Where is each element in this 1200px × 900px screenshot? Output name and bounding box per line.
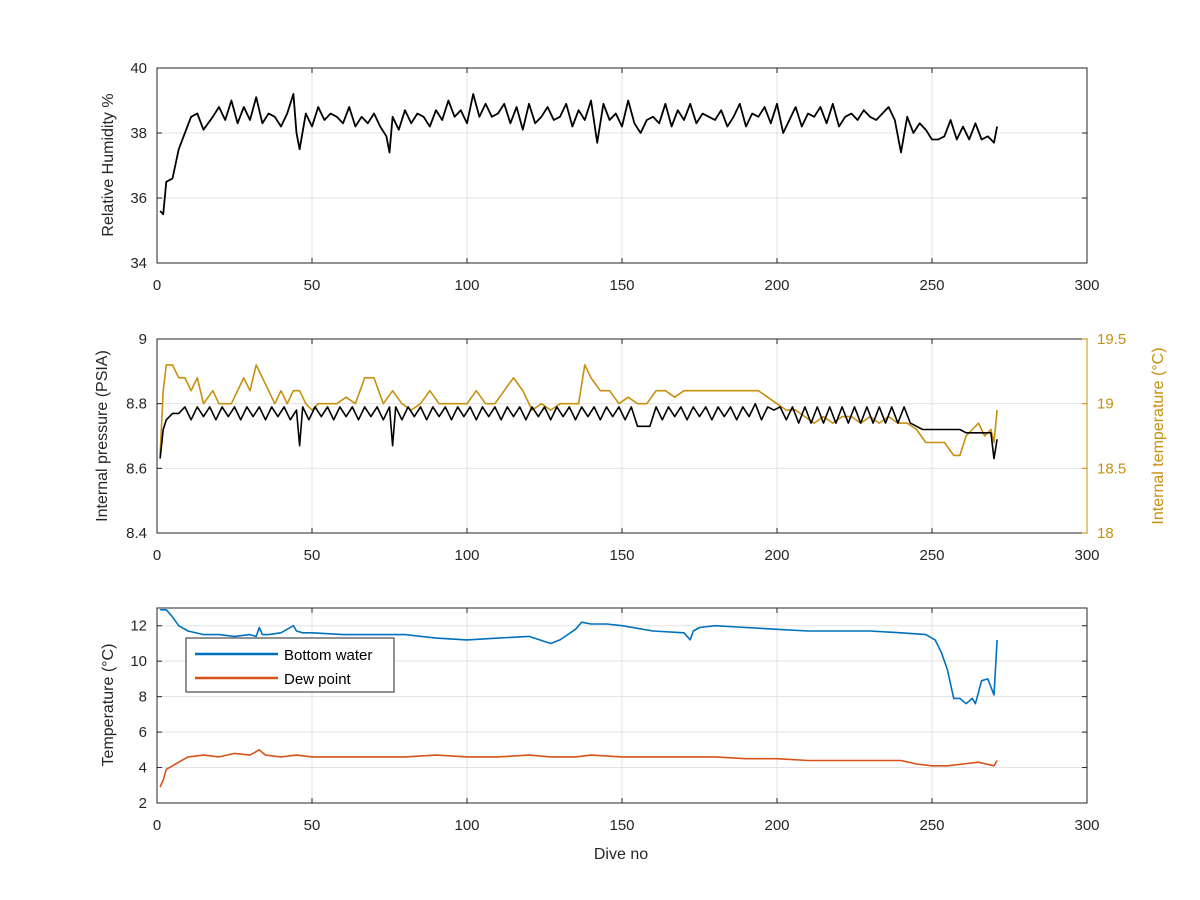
x-tick-label: 150 (609, 817, 634, 834)
x-tick-label: 100 (454, 817, 479, 834)
pressure-y-ticks: 8.4 8.6 8.8 9 (126, 331, 162, 542)
right-tick-label: 18 (1097, 525, 1114, 542)
x-tick-label: 150 (609, 277, 634, 294)
x-tick-label: 200 (764, 817, 789, 834)
x-tick-label: 100 (454, 547, 479, 564)
y-tick-label: 12 (130, 618, 147, 635)
humidity-y-axis-label: Relative Humidity % (100, 93, 117, 236)
temperature-right-ticks: 18 18.5 19 19.5 (1082, 331, 1126, 542)
pressure-series-line-0 (159, 364, 998, 457)
x-tick-label: 200 (764, 277, 789, 294)
y-tick-label: 38 (130, 125, 147, 142)
humidity-subplot: 0 50 100 150 200 250 300 34 36 38 40 Relative Hum… (100, 60, 1100, 294)
temperature-subplot: 0 50 100 150 200 250 300 2 4 6 8 10 12 Temperature … (100, 607, 1100, 863)
y-tick-label: 6 (139, 724, 147, 741)
y-tick-label: 40 (130, 60, 147, 77)
temperature-y-axis-label: Temperature (°C) (100, 644, 117, 767)
y-tick-label: 8.8 (126, 396, 147, 413)
temperature-series (159, 608, 998, 788)
pressure-subplot: 0 50 100 150 200 250 300 8.4 8.6 8.8 9 18 18.5 19 19… (94, 331, 1167, 564)
x-tick-label: 0 (153, 277, 161, 294)
humidity-series (159, 93, 998, 216)
x-tick-label: 250 (919, 547, 944, 564)
x-tick-label: 50 (304, 547, 321, 564)
temperature-series-line-0 (160, 608, 998, 705)
x-axis-label: Dive no (594, 846, 648, 863)
humidity-grid (157, 68, 1087, 263)
y-tick-label: 36 (130, 190, 147, 207)
pressure-grid (157, 339, 1087, 533)
right-tick-label: 18.5 (1097, 460, 1126, 477)
x-tick-label: 200 (764, 547, 789, 564)
pressure-y-axis-label: Internal pressure (PSIA) (94, 350, 111, 522)
x-tick-label: 300 (1074, 547, 1099, 564)
legend-label-bottom-water: Bottom water (284, 647, 372, 664)
right-tick-label: 19.5 (1097, 331, 1126, 348)
x-tick-label: 50 (304, 817, 321, 834)
x-tick-label: 250 (919, 817, 944, 834)
legend: Bottom water Dew point (185, 637, 395, 693)
y-tick-label: 9 (139, 331, 147, 348)
y-tick-label: 2 (139, 795, 147, 812)
humidity-y-ticks: 34 36 38 40 (130, 60, 1087, 272)
x-tick-label: 0 (153, 547, 161, 564)
y-tick-label: 10 (130, 653, 147, 670)
temperature-x-ticks: 0 50 100 150 200 250 300 (153, 608, 1100, 834)
humidity-x-ticks: 0 50 100 150 200 250 300 (153, 68, 1100, 294)
x-tick-label: 150 (609, 547, 634, 564)
x-tick-label: 300 (1074, 817, 1099, 834)
legend-box (185, 637, 395, 693)
x-tick-label: 0 (153, 817, 161, 834)
y-tick-label: 8.4 (126, 525, 147, 542)
y-tick-label: 8 (139, 689, 147, 706)
x-tick-label: 300 (1074, 277, 1099, 294)
pressure-x-ticks: 0 50 100 150 200 250 300 (153, 339, 1100, 564)
x-tick-label: 50 (304, 277, 321, 294)
temperature-series-line-1 (159, 748, 998, 788)
pressure-series (159, 364, 998, 460)
pressure-series-line-1 (159, 402, 998, 460)
y-tick-label: 4 (139, 760, 147, 777)
x-tick-label: 250 (919, 277, 944, 294)
right-tick-label: 19 (1097, 396, 1114, 413)
humidity-series-line-0 (159, 93, 998, 216)
x-tick-label: 100 (454, 277, 479, 294)
y-tick-label: 8.6 (126, 460, 147, 477)
legend-label-dew-point: Dew point (284, 671, 352, 688)
y-tick-label: 34 (130, 255, 147, 272)
temperature-y-ticks: 2 4 6 8 10 12 (130, 618, 1087, 812)
internal-temperature-y-axis-label: Internal temperature (°C) (1150, 347, 1167, 524)
